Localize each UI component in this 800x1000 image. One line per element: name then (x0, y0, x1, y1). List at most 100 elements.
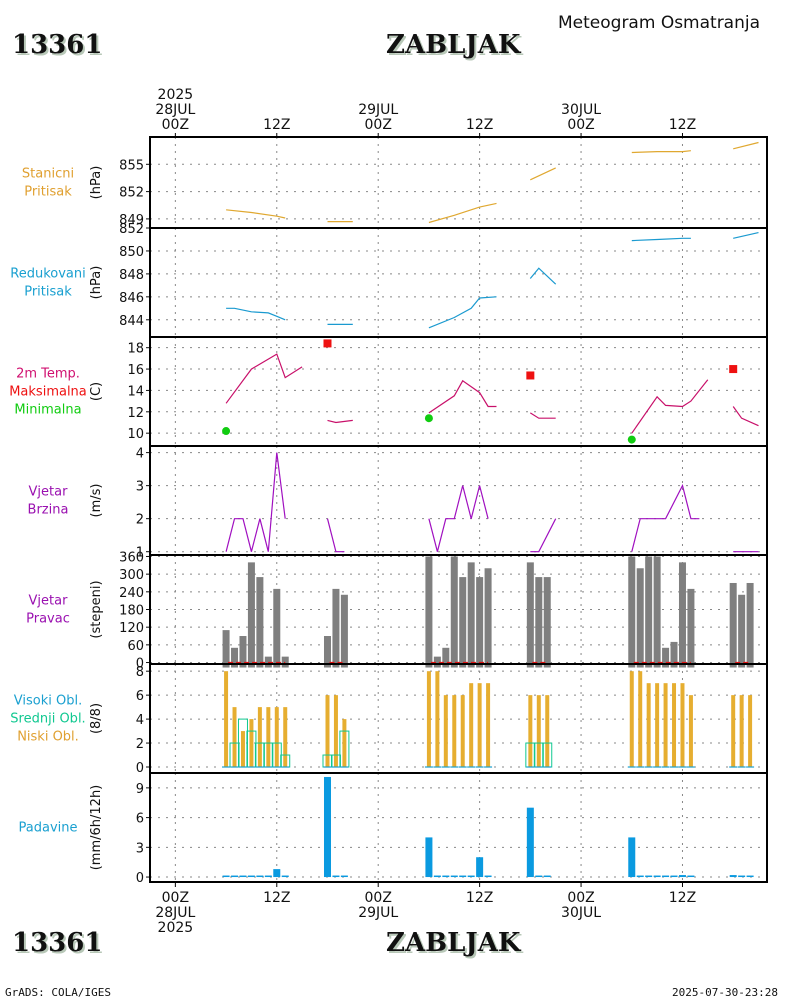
station-name-top: ZABLJAK (386, 30, 521, 60)
plot-frame (149, 136, 768, 883)
panel-wind-speed: 1 2 3 4 (m/s) Vjetar Brzina (28, 446, 767, 561)
wind-direction-bar (467, 562, 475, 668)
precipitation-bar (459, 875, 467, 878)
low-cloud-bar (731, 695, 736, 768)
low-cloud-bar (240, 731, 245, 768)
station-name-bottom: ZABLJAK (386, 928, 521, 958)
low-cloud-bar (646, 683, 651, 768)
panel-label: Stanicni (22, 167, 74, 182)
y-tick-label: 1 (136, 546, 144, 561)
panel-label: Brzina (28, 503, 69, 518)
series-line (428, 485, 489, 552)
precipitation-bar (425, 837, 433, 878)
series-line (631, 237, 691, 242)
y-axis-unit: (m/s) (89, 484, 104, 518)
low-cloud-bar (266, 707, 271, 768)
y-tick-label: 6 (136, 812, 144, 827)
y-tick-label: 849 (119, 213, 144, 228)
y-tick-label: 844 (119, 314, 144, 329)
precipitation-bar (543, 875, 551, 878)
series-line (428, 379, 497, 414)
panel-label: Padavine (19, 821, 78, 836)
panel-label: Redukovani (10, 267, 85, 282)
panel-label: Visoki Obl. (14, 694, 82, 709)
y-tick-label: 14 (127, 384, 144, 399)
series-line (428, 202, 497, 224)
y-tick-label: 12 (127, 406, 144, 421)
precipitation-bar (687, 875, 695, 878)
low-cloud-bar (257, 707, 262, 768)
bottom-time-label: 00Z (365, 890, 392, 906)
precipitation-bar (222, 875, 230, 878)
y-axis-unit: (stepeni) (89, 580, 104, 638)
wind-direction-bar (450, 556, 458, 668)
precipitation-bar (535, 875, 543, 878)
wind-direction-bar (256, 577, 264, 668)
series-line (732, 406, 759, 427)
panel-label: Vjetar (29, 594, 69, 609)
bottom-time-label: 29JUL (358, 905, 398, 921)
series-line (631, 150, 691, 154)
precipitation-bar (281, 875, 289, 878)
wind-direction-bar (738, 594, 746, 668)
bottom-time-label: 12Z (669, 890, 696, 906)
precipitation-bar (476, 857, 484, 878)
series-line (530, 167, 556, 181)
precipitation-bar (746, 875, 754, 878)
panel-station-pressure: 849 852 855 (hPa) Stanicni Pritisak (22, 137, 767, 228)
series-line (733, 232, 759, 239)
wind-direction-bar (729, 582, 737, 668)
y-tick-label: 10 (127, 427, 144, 442)
precipitation-bar (662, 875, 670, 878)
y-axis-unit: (C) (89, 382, 104, 401)
low-cloud-bar (545, 695, 550, 768)
min-temp-marker (424, 414, 433, 423)
min-temp-marker (627, 435, 636, 444)
y-axis-unit: (mm/6h/12h) (89, 785, 104, 871)
low-cloud-bar (232, 707, 237, 768)
panel-wind-direction: 0 60 120 180 240 300 360 (stepeni) Vjetar Pravac (26, 550, 767, 672)
low-cloud-bar (672, 683, 677, 768)
precipitation-bar (484, 875, 492, 878)
low-cloud-bar (629, 671, 634, 768)
wind-direction-bar (222, 630, 230, 668)
y-tick-label: 852 (119, 222, 144, 237)
min-temp-marker (222, 427, 231, 436)
low-cloud-bar (283, 707, 288, 768)
top-time-label: 00Z (567, 117, 594, 133)
bottom-time-label: 00Z (567, 890, 594, 906)
panel-label: 2m Temp. (16, 367, 80, 382)
series-line (529, 267, 557, 285)
precipitation-bar (729, 875, 737, 878)
precipitation-bar (738, 875, 746, 878)
y-tick-label: 850 (119, 245, 144, 260)
low-cloud-bar (426, 671, 431, 768)
y-tick-label: 120 (119, 621, 144, 636)
wind-direction-bar (433, 656, 441, 668)
max-temp-marker (526, 371, 535, 380)
bottom-time-label: 28JUL (155, 905, 195, 921)
top-time-label: 2025 (158, 87, 194, 103)
series-line (225, 353, 303, 404)
top-time-label: 30JUL (561, 102, 601, 118)
precipitation-bar (526, 807, 534, 878)
low-cloud-bar (638, 671, 643, 768)
y-tick-label: 846 (119, 291, 144, 306)
panel-label: Srednji Obl. (10, 712, 85, 727)
low-cloud-bar (688, 695, 693, 768)
panel-clouds: 0 2 4 6 8 (8/8) Visoki Obl. Srednji Obl. Niski O… (10, 664, 767, 776)
precipitation-bar (231, 875, 239, 878)
y-tick-label: 300 (119, 568, 144, 583)
panel-temperature: 10 12 14 16 18 (C) 2m Temp. Maksimalna Minimalna (9, 337, 767, 446)
wind-direction-bar (459, 577, 467, 668)
panel-precipitation: 0 3 6 9 (mm/6h/12h) Padavine (19, 773, 767, 886)
wind-direction-bar (636, 568, 644, 668)
panel-label: Pritisak (24, 285, 72, 300)
series-line (226, 307, 286, 321)
y-tick-label: 180 (119, 604, 144, 619)
y-tick-label: 4 (136, 447, 144, 462)
series-line (327, 419, 353, 424)
wind-direction-bar (239, 636, 247, 668)
series-line (226, 209, 286, 219)
